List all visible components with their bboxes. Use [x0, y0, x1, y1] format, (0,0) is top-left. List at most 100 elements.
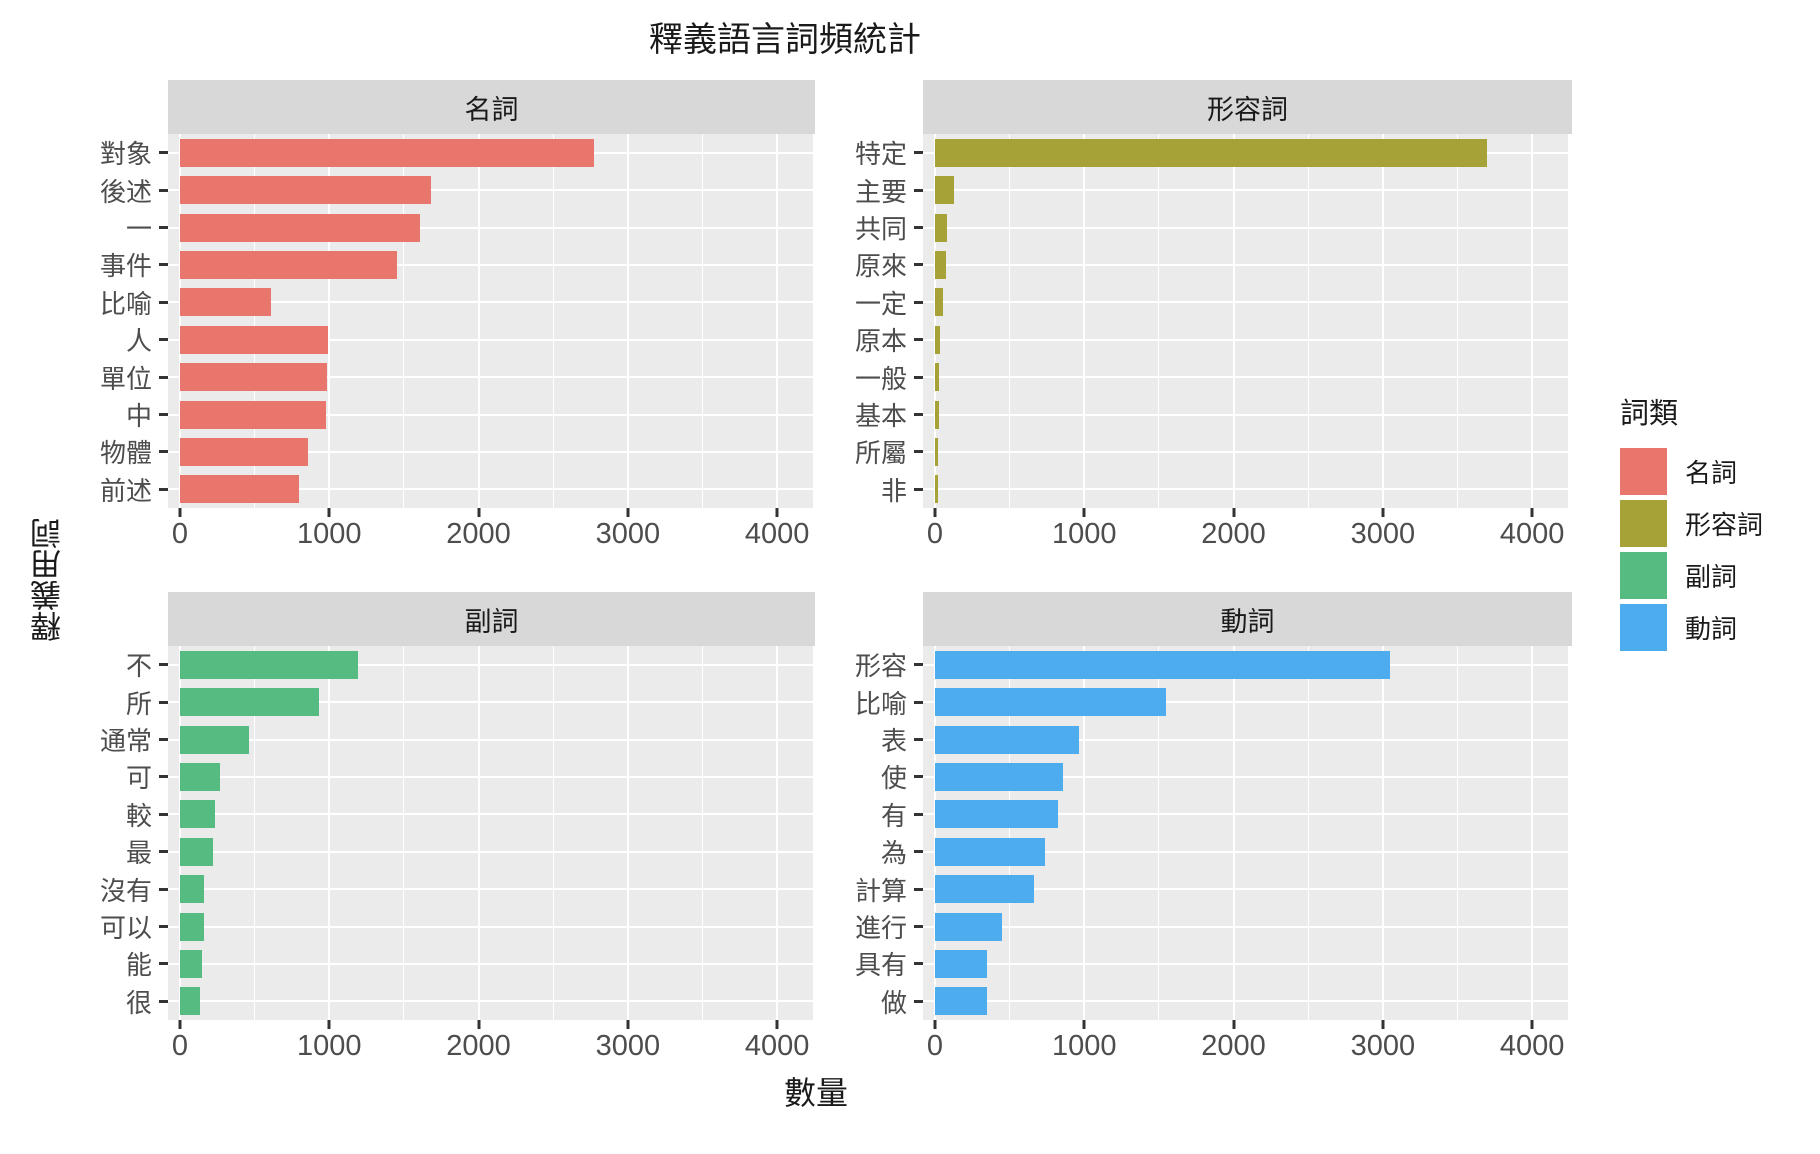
h-gridline: [168, 888, 813, 891]
x-tick-mark: [477, 508, 481, 517]
y-tick-mark: [159, 775, 168, 779]
h-gridline: [923, 701, 1568, 704]
bar-不: [179, 650, 358, 679]
facet-grid: 名詞 對象 後述一事件 比喻人單位中物體 前述 0 1000 2000 3000 4000 形容詞特…: [60, 80, 1572, 1068]
v-gridline-minor: [1009, 646, 1011, 1020]
facet-形容詞: 形容詞 特定 主要 共同 原來 一定 原本 一般 基本 所屬非 0 1000 2000 3000 4000: [815, 80, 1572, 556]
v-gridline-major: [477, 646, 480, 1020]
v-gridline-major: [1083, 646, 1086, 1020]
y-category-row: 較: [60, 796, 168, 833]
x-tick-mark: [327, 508, 331, 517]
x-axis: 0 1000 2000 3000 4000: [923, 508, 1572, 556]
y-tick-mark: [914, 663, 923, 667]
x-tick-label: 3000: [1350, 518, 1416, 550]
y-category-label: 原本: [854, 326, 907, 357]
bar-進行: [934, 912, 1003, 941]
y-tick-mark: [159, 375, 168, 379]
y-tick-mark: [914, 887, 923, 891]
y-tick-mark: [159, 850, 168, 854]
y-category-row: 進行: [815, 908, 923, 945]
v-gridline-minor: [254, 134, 256, 508]
v-gridline-major: [328, 646, 331, 1020]
y-category-label: 所: [125, 688, 152, 719]
y-category-label: 很: [125, 987, 152, 1018]
plot-panel: [923, 134, 1568, 508]
y-tick-mark: [159, 962, 168, 966]
y-category-row: 比喻: [815, 683, 923, 720]
h-gridline: [168, 413, 813, 416]
y-category-row: 可: [60, 758, 168, 795]
y-tick-mark: [159, 300, 168, 304]
v-gridline-minor: [1307, 134, 1309, 508]
x-tick-label: 0: [926, 518, 944, 550]
y-category-row: 事件: [60, 246, 168, 283]
h-gridline: [923, 888, 1568, 891]
v-gridline-major: [328, 134, 331, 508]
facet-名詞: 名詞 對象 後述一事件 比喻人單位中物體 前述 0 1000 2000 3000 4000: [60, 80, 815, 556]
v-gridline-major: [626, 134, 629, 508]
facet-strip-label: 副詞: [464, 606, 519, 637]
facet-strip: 動詞: [923, 592, 1572, 646]
y-category-row: 計算: [815, 870, 923, 907]
y-category-label: 一定: [854, 288, 907, 319]
x-tick-mark: [178, 508, 182, 517]
y-tick-mark: [159, 338, 168, 342]
y-tick-mark: [159, 924, 168, 928]
y-category-row: 使: [815, 758, 923, 795]
legend-item-副詞: 副詞: [1620, 552, 1820, 599]
bar-非: [934, 475, 938, 504]
legend-label: 副詞: [1685, 562, 1738, 592]
y-category-row: 沒有: [60, 870, 168, 907]
x-tick-label: 0: [171, 1030, 189, 1062]
legend-label: 動詞: [1685, 614, 1738, 644]
v-gridline-minor: [1457, 134, 1458, 508]
h-gridline: [923, 775, 1568, 778]
bar-比喻: [934, 688, 1167, 717]
facet-strip: 副詞: [168, 592, 815, 646]
bar-形容: [934, 650, 1391, 679]
facet-body: 對象 後述一事件 比喻人單位中物體 前述: [60, 134, 815, 508]
v-gridline-minor: [403, 646, 405, 1020]
h-gridline: [168, 962, 813, 965]
x-tick-label: 2000: [446, 1030, 511, 1062]
v-gridline-minor: [1307, 646, 1309, 1020]
y-tick-mark: [914, 412, 923, 416]
bar-一定: [934, 288, 943, 317]
y-axis-labels: 特定 主要 共同 原來 一定 原本 一般 基本 所屬非: [815, 134, 923, 508]
x-tick-label: 0: [926, 1030, 944, 1062]
y-category-label: 比喻: [99, 288, 152, 319]
y-tick-mark: [159, 663, 168, 667]
v-gridline-major: [1531, 134, 1534, 508]
y-category-row: 可以: [60, 908, 168, 945]
y-category-label: 一般: [854, 363, 907, 394]
x-tick-mark: [327, 1020, 331, 1029]
h-gridline: [923, 813, 1568, 816]
y-tick-mark: [914, 188, 923, 192]
x-tick-label: 1000: [296, 1030, 362, 1062]
y-category-label: 特定: [854, 139, 907, 170]
h-gridline: [168, 488, 813, 491]
bar-單位: [179, 363, 327, 392]
x-tick-mark: [1232, 1020, 1236, 1029]
bar-原本: [934, 325, 941, 354]
y-category-label: 表: [880, 725, 907, 756]
h-gridline: [168, 925, 813, 928]
y-tick-mark: [914, 962, 923, 966]
legend-item-名詞: 名詞: [1620, 448, 1820, 495]
v-gridline-major: [933, 134, 936, 508]
x-tick-label: 1000: [296, 518, 362, 550]
y-category-label: 人: [125, 326, 152, 357]
x-tick-label: 2000: [1201, 1030, 1266, 1062]
y-tick-mark: [914, 450, 923, 454]
x-tick-mark: [1381, 508, 1385, 517]
bar-一: [179, 213, 421, 242]
y-category-label: 對象: [99, 139, 152, 170]
y-tick-mark: [159, 737, 168, 741]
facet-strip: 形容詞: [923, 80, 1572, 134]
y-tick-mark: [914, 225, 923, 229]
bar-基本: [934, 400, 939, 429]
y-category-row: 比喻: [60, 284, 168, 321]
h-gridline: [923, 738, 1568, 741]
y-tick-mark: [914, 300, 923, 304]
y-category-row: 不: [60, 646, 168, 683]
